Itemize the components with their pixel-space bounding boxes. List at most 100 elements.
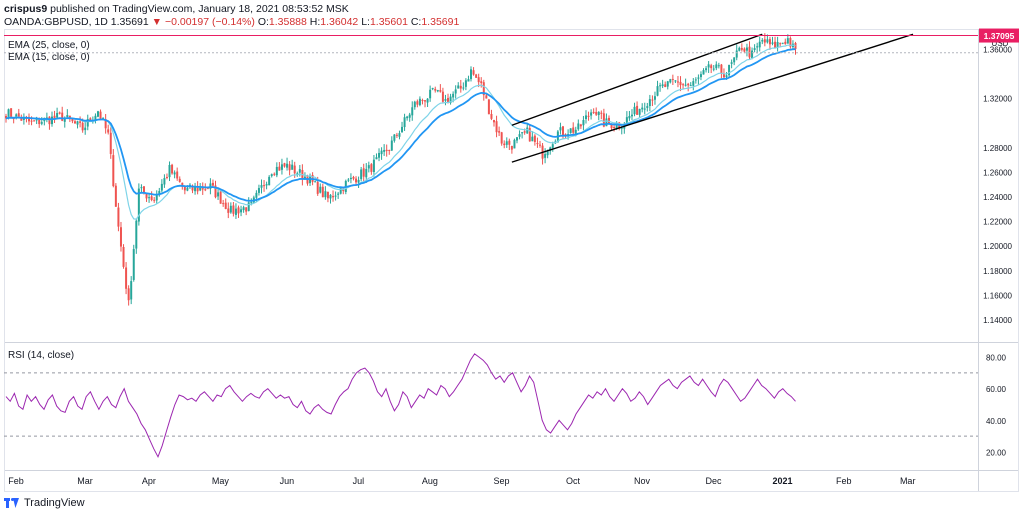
candle-body xyxy=(211,182,214,186)
candle-body xyxy=(482,82,485,96)
candle-body xyxy=(664,84,667,87)
candles-group xyxy=(5,33,797,306)
tradingview-footer[interactable]: TradingView xyxy=(4,497,85,509)
candle-body xyxy=(303,176,306,179)
candle-body xyxy=(240,209,243,213)
candle-body xyxy=(375,157,378,160)
candle-body xyxy=(444,99,447,101)
candle-body xyxy=(766,39,769,43)
ema-fast-legend[interactable]: EMA (15, close, 0) xyxy=(8,52,90,63)
candle-body xyxy=(119,227,122,247)
candle-body xyxy=(564,134,567,136)
candle-body xyxy=(347,179,350,181)
open-label: O: xyxy=(257,16,269,28)
candle-body xyxy=(682,84,685,86)
time-tick-label: Feb xyxy=(836,476,852,486)
candle-body xyxy=(38,118,41,125)
candle-body xyxy=(352,176,355,179)
rsi-tick-label: 20.00 xyxy=(986,449,1007,458)
candle-body xyxy=(464,80,467,87)
candle-body xyxy=(781,42,784,44)
candle-body xyxy=(715,64,718,69)
candle-body xyxy=(355,178,358,183)
channel-upper-line xyxy=(511,33,763,126)
ema-slow-legend[interactable]: EMA (25, close, 0) xyxy=(8,40,90,51)
candle-body xyxy=(462,87,465,89)
candle-body xyxy=(288,164,291,171)
candle-body xyxy=(692,81,695,86)
candle-body xyxy=(145,193,148,199)
candle-body xyxy=(493,120,496,123)
candle-body xyxy=(104,119,107,129)
candle-body xyxy=(406,116,409,119)
candle-body xyxy=(674,80,677,82)
candle-body xyxy=(362,168,365,177)
time-tick-label: Jun xyxy=(280,476,295,486)
candle-body xyxy=(738,47,741,51)
candle-body xyxy=(250,202,253,204)
time-tick-label: Mar xyxy=(77,476,93,486)
candle-body xyxy=(454,89,457,94)
candle-body xyxy=(122,246,125,267)
candle-body xyxy=(510,145,513,150)
candle-body xyxy=(112,155,115,187)
price-tick-label: 1.24000 xyxy=(983,193,1012,202)
rsi-legend[interactable]: RSI (14, close) xyxy=(8,350,75,361)
candle-body xyxy=(574,129,577,134)
candle-body xyxy=(733,57,736,63)
symbol-name[interactable]: OANDA:GBPUSD, 1D xyxy=(4,16,108,28)
candle-body xyxy=(173,172,176,175)
author-name[interactable]: crispus9 xyxy=(4,3,48,15)
candle-body xyxy=(518,134,521,137)
candle-body xyxy=(199,187,202,191)
candle-body xyxy=(130,281,133,300)
price-tick-label: 1.22000 xyxy=(983,218,1012,227)
candle-body xyxy=(227,208,230,213)
candle-body xyxy=(508,140,511,145)
candle-body xyxy=(160,183,163,191)
candle-body xyxy=(232,205,235,214)
price-tick-label: 1.36000 xyxy=(983,46,1012,55)
candle-body xyxy=(459,85,462,89)
candle-body xyxy=(275,166,278,176)
candle-body xyxy=(183,187,186,191)
candle-body xyxy=(475,74,478,78)
candle-body xyxy=(263,185,266,187)
candle-body xyxy=(661,84,664,87)
price-tick-label: 1.18000 xyxy=(983,267,1012,276)
candle-body xyxy=(268,176,271,186)
candle-body xyxy=(705,68,708,71)
candle-body xyxy=(426,98,429,103)
candle-body xyxy=(687,83,690,86)
candle-body xyxy=(756,46,759,48)
candle-body xyxy=(40,122,43,124)
candle-body xyxy=(436,90,439,92)
candle-body xyxy=(270,174,273,177)
candle-body xyxy=(418,98,421,106)
candle-body xyxy=(579,124,582,127)
candle-body xyxy=(237,207,240,214)
candle-body xyxy=(314,181,317,183)
candle-body xyxy=(500,132,503,144)
candle-body xyxy=(224,202,227,209)
time-tick-label: Mar xyxy=(900,476,916,486)
candle-body xyxy=(255,192,258,198)
candle-body xyxy=(219,191,222,204)
low-value: 1.35601 xyxy=(369,16,408,28)
candle-body xyxy=(140,187,143,189)
candle-body xyxy=(360,169,363,180)
candle-body xyxy=(278,166,281,171)
candle-body xyxy=(651,99,654,101)
candle-body xyxy=(222,203,225,205)
time-tick-label: May xyxy=(212,476,230,486)
candle-body xyxy=(768,39,771,45)
candle-body xyxy=(600,112,603,114)
rsi-tick-label: 40.00 xyxy=(986,417,1007,426)
candle-body xyxy=(176,171,179,179)
candle-body xyxy=(779,43,782,45)
last-price-tag xyxy=(979,28,1019,43)
candle-body xyxy=(408,114,411,118)
candle-body xyxy=(551,144,554,149)
candle-body xyxy=(503,143,506,146)
candle-body xyxy=(5,116,7,119)
